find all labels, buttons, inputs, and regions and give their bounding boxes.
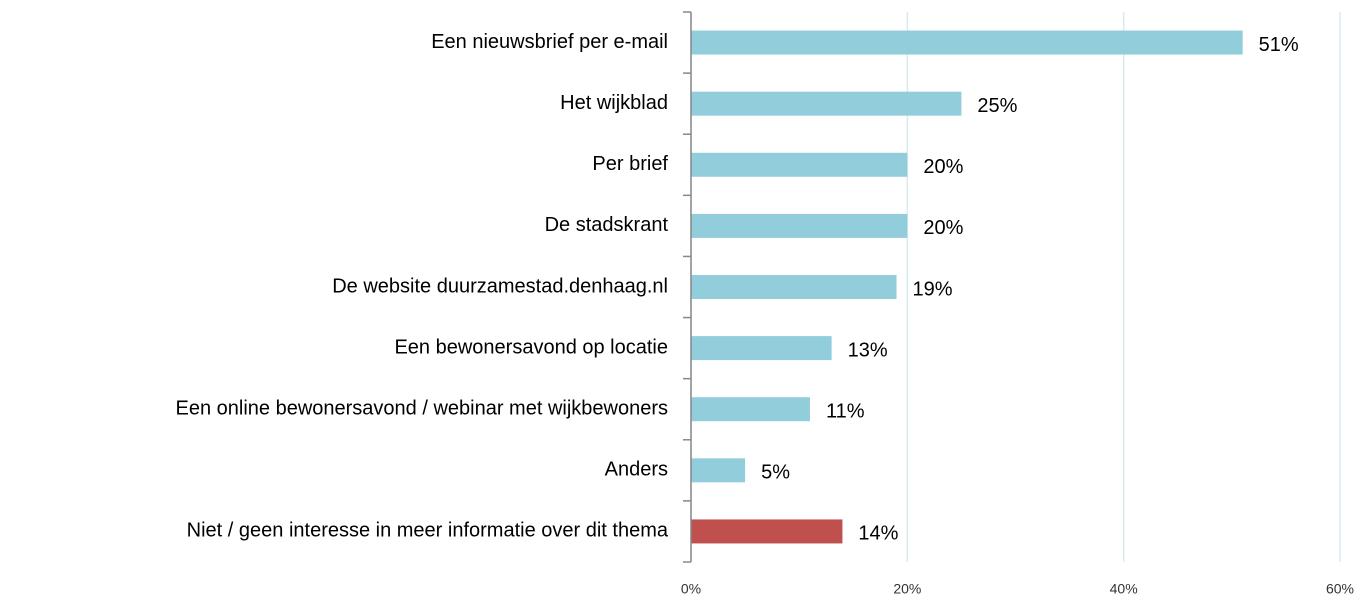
category-label: Anders [605,459,668,481]
bar [691,152,908,177]
value-label: 25% [977,95,1017,117]
bar [691,30,1243,55]
value-label: 13% [848,339,888,361]
value-label: 14% [858,523,898,545]
category-label: De website duurzamestad.denhaag.nl [332,275,668,297]
value-label: 5% [761,462,790,484]
bar [691,91,962,116]
x-tick-label: 40% [1110,581,1138,597]
x-tick-label: 60% [1326,581,1354,597]
category-label: Per brief [592,153,668,175]
category-label: Het wijkblad [560,92,668,114]
category-label: Een online bewonersavond / webinar met w… [176,398,669,420]
bar [691,458,746,483]
x-tick-label: 0% [681,581,701,597]
category-label: De stadskrant [545,214,669,236]
category-label: Een bewonersavond op locatie [394,336,668,358]
bar [691,275,897,299]
value-label: 11% [826,401,865,423]
bar [691,213,908,238]
bar [691,336,832,361]
value-label: 51% [1259,34,1299,56]
value-label: 19% [913,278,953,300]
bars [691,30,1243,544]
value-label: 20% [923,156,963,178]
category-label: Een nieuwsbrief per e-mail [431,31,668,53]
bar [691,397,810,422]
x-tick-label: 20% [893,581,921,597]
value-label: 20% [923,217,963,239]
bar [691,519,843,544]
category-label: Niet / geen interesse in meer informatie… [187,520,669,542]
